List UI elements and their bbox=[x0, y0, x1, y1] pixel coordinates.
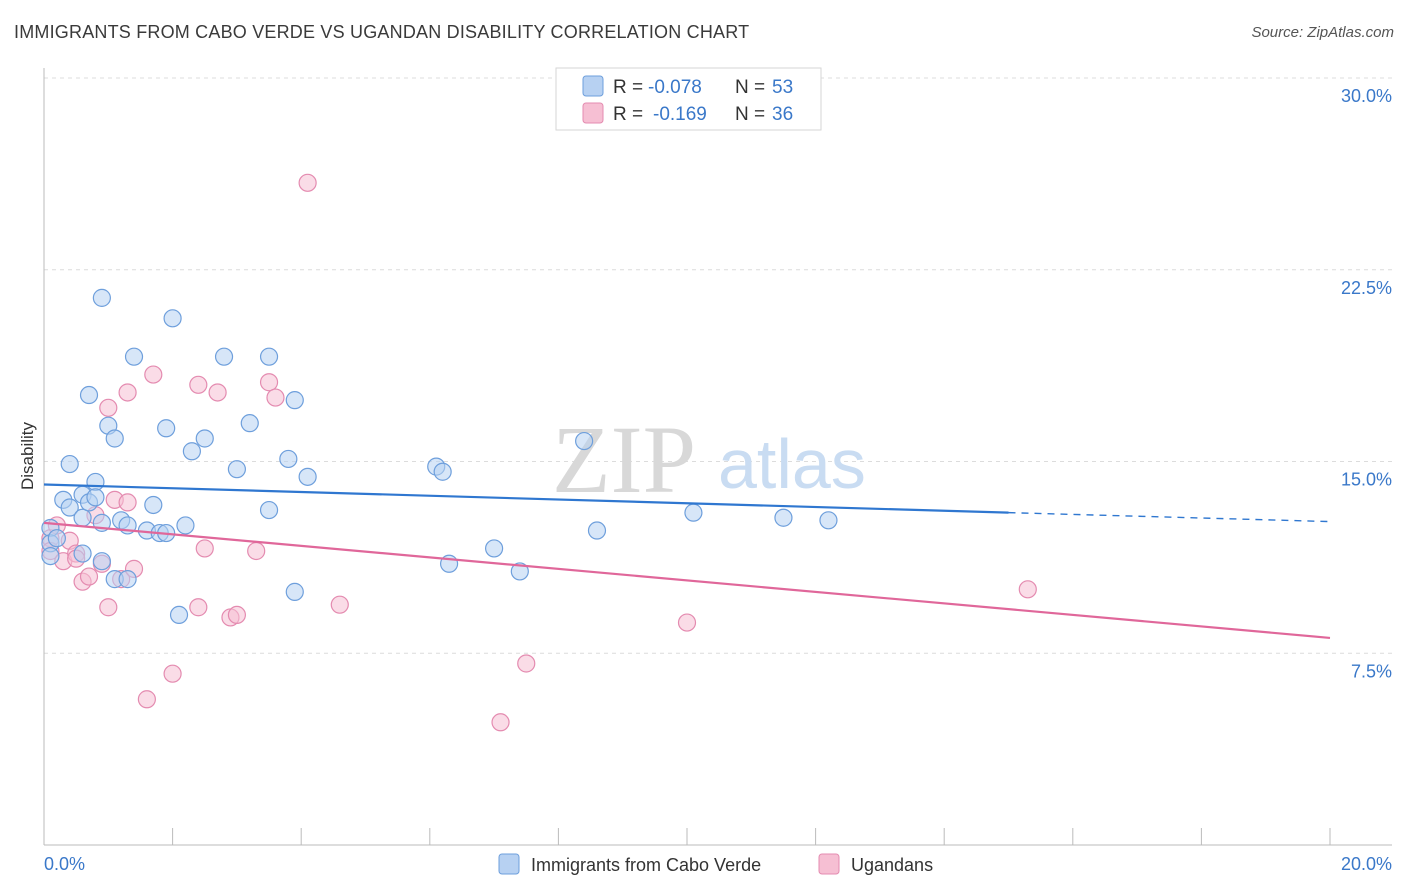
cabo-verde-trend-extension bbox=[1008, 511, 1331, 523]
cabo-verde-point bbox=[285, 582, 304, 601]
ugandans-point bbox=[195, 539, 214, 558]
cabo-verde-point bbox=[285, 391, 304, 410]
ugandans-point bbox=[517, 654, 536, 673]
cabo-verde-point bbox=[163, 309, 182, 328]
ugandans-point bbox=[189, 375, 208, 394]
cabo-verde-point bbox=[298, 467, 317, 486]
cabo-verde-point bbox=[169, 605, 189, 625]
gridlines bbox=[44, 77, 1392, 654]
cabo-verde-point bbox=[86, 488, 105, 507]
ugandans-point bbox=[99, 598, 118, 617]
y-tick-label: 15.0% bbox=[1341, 470, 1392, 490]
cabo-verde-point bbox=[259, 500, 279, 520]
cabo-verde-point bbox=[60, 498, 79, 517]
ugandans-point bbox=[1018, 580, 1037, 599]
legend-n-value-blue: 53 bbox=[772, 77, 793, 98]
source-credit: Source: ZipAtlas.com bbox=[1251, 24, 1394, 41]
trend-lines bbox=[43, 483, 1331, 640]
ugandans-point bbox=[144, 365, 163, 384]
ugandans-point bbox=[677, 613, 697, 632]
cabo-verde-point bbox=[819, 511, 838, 530]
watermark-zip: ZIP bbox=[552, 406, 696, 513]
cabo-verde-point bbox=[433, 462, 452, 481]
cabo-verde-point bbox=[118, 570, 137, 589]
legend-n-label-blue: N = bbox=[735, 77, 765, 98]
cabo-verde-point bbox=[41, 546, 60, 566]
ugandans-point bbox=[118, 383, 137, 402]
cabo-verde-point bbox=[259, 347, 279, 366]
legend-r-label-pink: R = bbox=[613, 104, 643, 125]
cabo-verde-point bbox=[587, 521, 607, 540]
ugandans-point bbox=[99, 398, 118, 417]
series-legend: Immigrants from Cabo Verde Ugandans bbox=[498, 853, 933, 875]
cabo-verde-point bbox=[124, 347, 144, 366]
y-axis-labels: 7.5% 15.0% 22.5% 30.0% bbox=[1341, 86, 1392, 681]
legend-n-label-pink: N = bbox=[735, 104, 765, 125]
cabo-verde-point bbox=[240, 414, 259, 433]
ugandans-point bbox=[247, 541, 266, 561]
cabo-verde-point bbox=[47, 529, 66, 548]
legend-r-value-blue: -0.078 bbox=[648, 77, 702, 98]
cabo-verde-points bbox=[41, 288, 838, 625]
x-tick-label-min: 0.0% bbox=[44, 854, 85, 874]
ugandans-point bbox=[189, 598, 208, 617]
legend-r-label-blue: R = bbox=[613, 77, 643, 98]
series-label-ugandans: Ugandans bbox=[851, 855, 933, 875]
cabo-verde-point bbox=[92, 288, 111, 307]
cabo-verde-point bbox=[510, 562, 529, 581]
cabo-verde-point bbox=[79, 385, 99, 405]
series-swatch-ugandans bbox=[818, 853, 840, 875]
ugandans-point bbox=[79, 567, 99, 586]
cabo-verde-point bbox=[157, 419, 176, 438]
ugandans-point bbox=[118, 493, 137, 512]
y-tick-label: 22.5% bbox=[1341, 278, 1392, 298]
cabo-verde-point bbox=[73, 508, 92, 527]
y-tick-label: 7.5% bbox=[1351, 661, 1392, 681]
ugandans-trend-line bbox=[43, 521, 1331, 640]
ugandans-point bbox=[259, 373, 279, 392]
cabo-verde-point bbox=[176, 516, 195, 535]
cabo-verde-point bbox=[105, 429, 124, 448]
cabo-verde-point bbox=[684, 503, 703, 522]
cabo-verde-point bbox=[60, 454, 79, 474]
ugandans-point bbox=[330, 595, 349, 614]
ugandans-point bbox=[163, 664, 182, 683]
cabo-verde-point bbox=[214, 347, 234, 366]
chart-title: IMMIGRANTS FROM CABO VERDE VS UGANDAN DI… bbox=[14, 22, 750, 42]
cabo-verde-point bbox=[279, 449, 298, 469]
cabo-verde-point bbox=[485, 539, 504, 558]
cabo-verde-point bbox=[575, 431, 594, 451]
ugandans-point bbox=[208, 383, 227, 402]
cabo-verde-point bbox=[92, 552, 111, 571]
cabo-verde-point bbox=[144, 495, 163, 515]
cabo-verde-point bbox=[182, 442, 201, 461]
legend-swatch-blue bbox=[582, 75, 604, 97]
legend-n-value-pink: 36 bbox=[772, 104, 793, 125]
cabo-verde-point bbox=[227, 460, 246, 479]
x-axis-ticks bbox=[43, 828, 1331, 845]
cabo-verde-trend-line bbox=[43, 483, 1009, 514]
ugandans-point bbox=[137, 690, 156, 709]
x-tick-label-max: 20.0% bbox=[1341, 854, 1392, 874]
ugandans-point bbox=[298, 173, 317, 192]
series-swatch-cabo-verde bbox=[498, 853, 520, 875]
ugandans-point bbox=[266, 388, 285, 407]
ugandans-point bbox=[491, 713, 510, 732]
y-axis-title: Disability bbox=[18, 421, 37, 490]
legend-r-value-pink: -0.169 bbox=[653, 104, 707, 125]
legend-swatch-pink bbox=[582, 102, 604, 124]
series-label-cabo-verde: Immigrants from Cabo Verde bbox=[531, 855, 761, 875]
ugandans-point bbox=[227, 605, 246, 625]
watermark-atlas: atlas bbox=[718, 425, 866, 503]
cabo-verde-point bbox=[86, 472, 105, 492]
y-tick-label: 30.0% bbox=[1341, 86, 1392, 106]
cabo-verde-point bbox=[195, 429, 214, 448]
cabo-verde-point bbox=[774, 508, 793, 527]
cabo-verde-point bbox=[73, 544, 92, 563]
stats-legend: R = -0.078 N = 53 R = -0.169 N = 36 bbox=[555, 67, 822, 131]
